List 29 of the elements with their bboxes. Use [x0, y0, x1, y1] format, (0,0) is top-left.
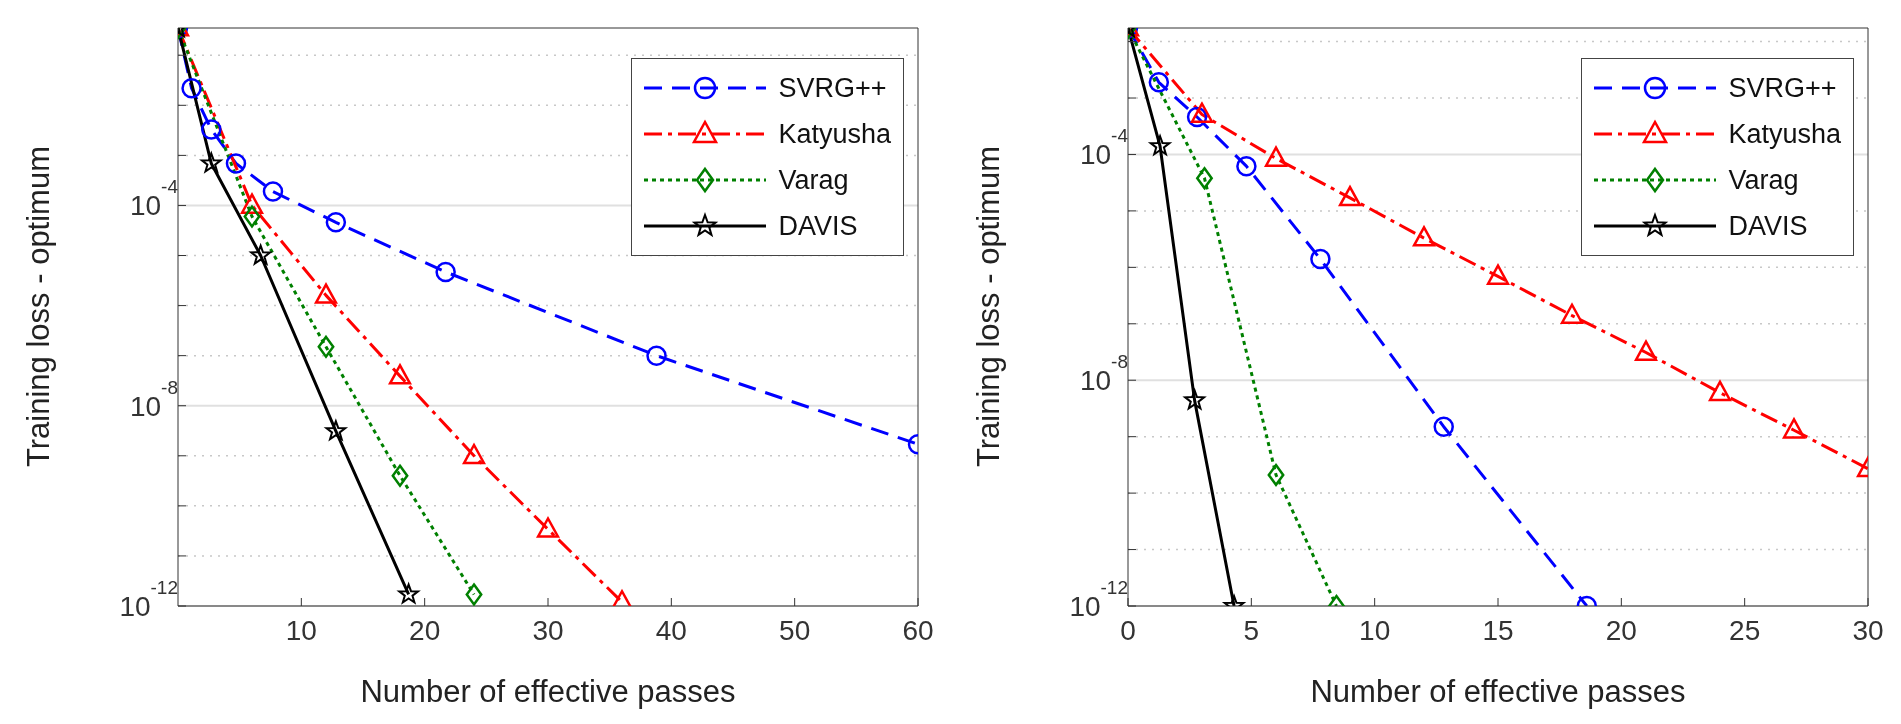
x-tick-label: 15	[1482, 614, 1514, 646]
x-tick-label: 30	[1852, 614, 1884, 646]
x-tick-label: 20	[409, 614, 441, 646]
y-tick-label: 10$^{-4}$	[129, 175, 179, 222]
x-tick-label: 10	[1359, 614, 1391, 646]
legend-label: Katyusha	[778, 118, 891, 150]
legend-label: DAVIS	[1728, 210, 1808, 242]
x-tick-label: 25	[1729, 614, 1761, 646]
legend-label: DAVIS	[778, 210, 858, 242]
x-tick-label: 5	[1243, 614, 1260, 646]
x-tick-label: 50	[779, 614, 811, 646]
x-tick-label: 60	[902, 614, 934, 646]
x-tick-label: 20	[1605, 614, 1637, 646]
x-tick-label: 40	[655, 614, 687, 646]
y-tick-label: 10$^{-12}$	[119, 576, 178, 622]
y-axis-title: Training loss - optimum	[971, 145, 1007, 467]
legend-label: SVRG++	[1728, 72, 1837, 104]
y-tick-label: 10$^{-4}$	[1079, 124, 1129, 171]
y-tick-label: 10$^{-8}$	[129, 376, 178, 422]
legend-label: Varag	[778, 164, 849, 196]
y-tick-label: 10$^{-8}$	[1079, 350, 1128, 397]
x-axis-title: Number of effective passes	[1310, 674, 1686, 709]
legend-label: SVRG++	[778, 72, 887, 104]
y-axis-title: Training loss - optimum	[21, 145, 57, 467]
x-tick-label: 30	[532, 614, 564, 646]
x-tick-label: 10	[285, 614, 317, 646]
x-axis-title: Number of effective passes	[360, 674, 736, 709]
legend-label: Katyusha	[1728, 118, 1841, 150]
legend-label: Varag	[1728, 164, 1799, 196]
